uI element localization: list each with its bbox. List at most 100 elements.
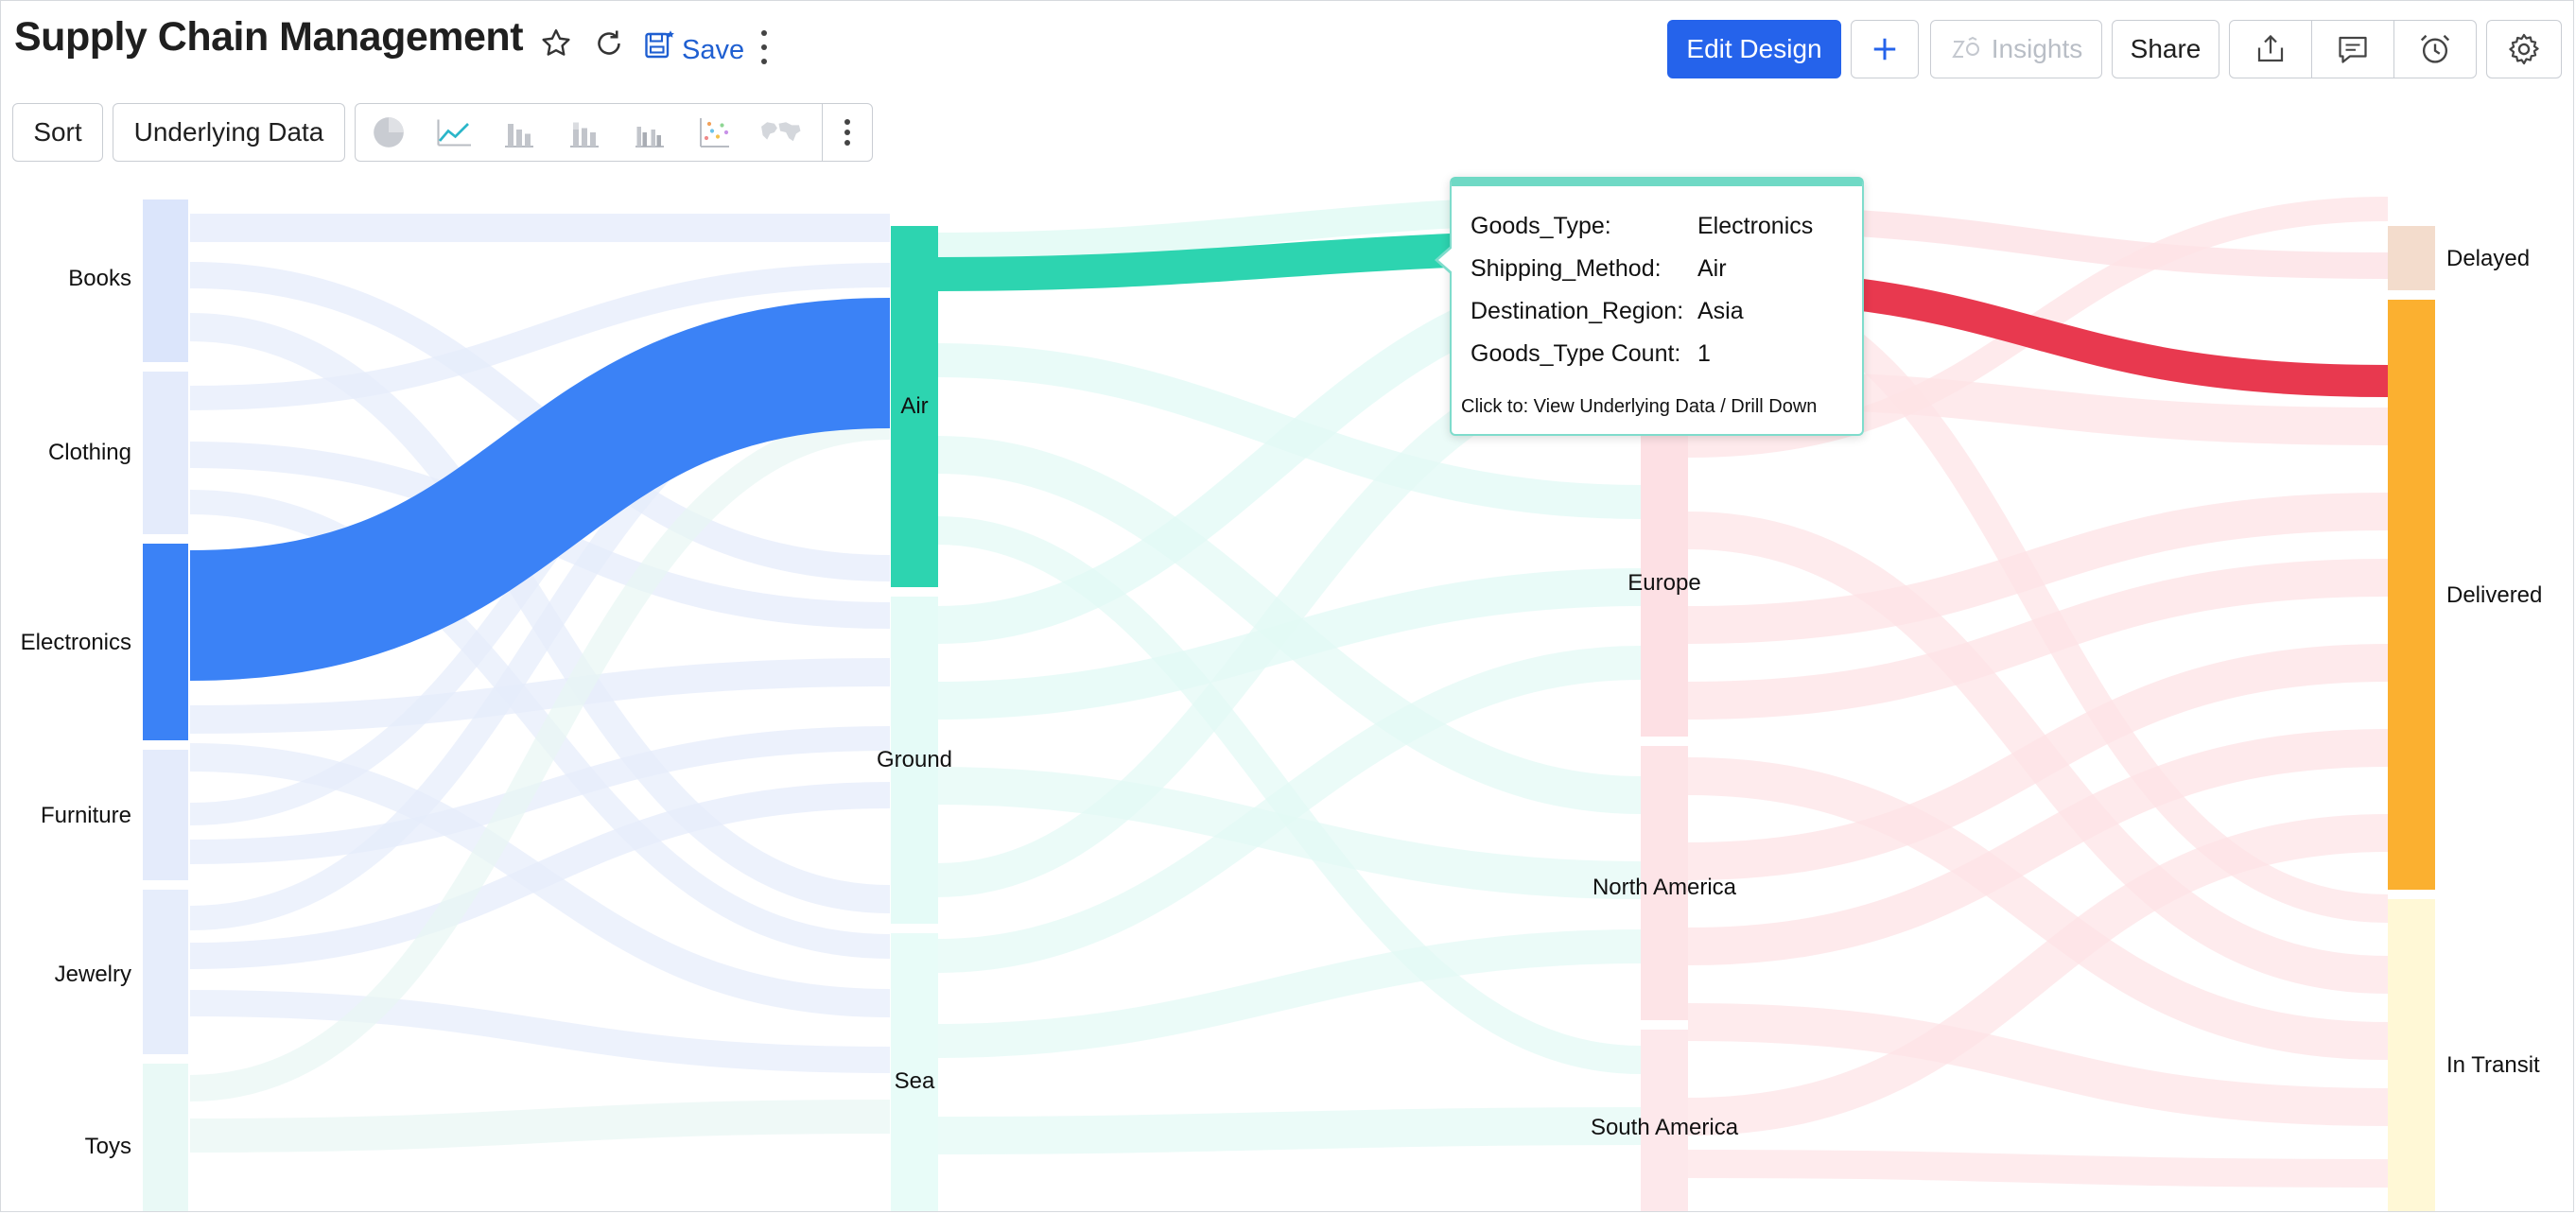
node-jewelry[interactable] <box>143 890 188 1054</box>
node-delivered[interactable] <box>2388 300 2435 890</box>
sankey-link[interactable] <box>936 929 1642 1058</box>
sankey-link[interactable] <box>1687 729 2389 965</box>
header-action-group <box>2229 20 2477 78</box>
sankey-link[interactable] <box>1687 644 2389 880</box>
node-clothing[interactable] <box>143 372 188 534</box>
export-icon[interactable] <box>2230 21 2312 78</box>
sankey-link[interactable] <box>189 990 891 1073</box>
settings-button[interactable] <box>2486 20 2562 78</box>
bar-chart-icon[interactable] <box>486 104 551 161</box>
sankey-link[interactable] <box>1687 757 2389 1060</box>
label-clothing: Clothing <box>48 440 131 465</box>
save-icon <box>645 30 674 59</box>
tooltip-key: Goods_Type: <box>1471 213 1611 239</box>
tooltip-value: Air <box>1697 255 1727 282</box>
tooltip-row: Destination_Region: Asia <box>1471 298 1744 330</box>
sankey-chart: Books Clothing Electronics Furniture Jew… <box>21 195 2543 1211</box>
share-label: Share <box>2130 34 2202 63</box>
sort-button[interactable]: Sort <box>12 103 103 162</box>
sankey-link[interactable] <box>936 767 1642 899</box>
edit-design-label: Edit Design <box>1686 34 1822 63</box>
insights-button[interactable]: Insights <box>1930 20 2102 78</box>
node-in-transit[interactable] <box>2388 899 2435 1211</box>
label-jewelry: Jewelry <box>55 962 131 987</box>
label-south-america: South America <box>1591 1115 1739 1140</box>
chart-tooltip: Goods_Type: Electronics Shipping_Method:… <box>1435 177 1864 436</box>
sankey-link[interactable] <box>936 1107 1642 1154</box>
comment-icon[interactable] <box>2312 21 2394 78</box>
scatter-chart-icon[interactable] <box>682 104 747 161</box>
map-chart-icon[interactable] <box>747 104 812 161</box>
label-europe: Europe <box>1627 570 1700 596</box>
tooltip-value: Electronics <box>1697 213 1814 239</box>
highlight-link-electronics-air[interactable] <box>189 298 891 681</box>
more-options-icon[interactable] <box>753 26 775 69</box>
node-air[interactable] <box>891 226 938 587</box>
page-title: Supply Chain Management <box>14 14 524 60</box>
insights-label: Insights <box>1991 34 2083 63</box>
pie-chart-icon[interactable] <box>356 104 421 161</box>
sankey-link[interactable] <box>1687 1150 2389 1188</box>
insights-icon <box>1951 36 1979 58</box>
sankey-link[interactable] <box>1687 1003 2389 1126</box>
sankey-node-labels: Books Clothing Electronics Furniture Jew… <box>21 246 2543 1159</box>
edit-design-button[interactable]: Edit Design <box>1667 20 1841 78</box>
grouped-bar-chart-icon[interactable] <box>617 104 682 161</box>
sankey-link[interactable] <box>189 658 891 734</box>
sankey-link[interactable] <box>189 782 891 969</box>
add-button[interactable] <box>1851 20 1919 78</box>
star-icon[interactable] <box>534 22 578 65</box>
label-sea: Sea <box>895 1068 935 1094</box>
underlying-data-label: Underlying Data <box>133 117 324 147</box>
tooltip-value: Asia <box>1697 298 1744 324</box>
alarm-icon[interactable] <box>2394 21 2476 78</box>
label-electronics: Electronics <box>21 630 131 655</box>
chart-type-switcher <box>355 103 873 162</box>
sankey-nodes <box>143 199 2435 1211</box>
sankey-links <box>189 195 2389 1188</box>
label-in-transit: In Transit <box>2446 1052 2540 1078</box>
line-chart-icon[interactable] <box>421 104 486 161</box>
tooltip-row: Goods_Type: Electronics <box>1471 213 1813 245</box>
sankey-link[interactable] <box>1687 493 2389 644</box>
sankey-link[interactable] <box>189 313 891 913</box>
node-delayed[interactable] <box>2388 226 2435 290</box>
tooltip-row: Shipping_Method: Air <box>1471 255 1727 287</box>
label-north-america: North America <box>1593 875 1737 900</box>
node-north-america[interactable] <box>1641 746 1688 1020</box>
node-europe[interactable] <box>1641 428 1688 737</box>
sankey-link[interactable] <box>189 413 891 1101</box>
node-toys[interactable] <box>143 1064 188 1211</box>
sankey-link[interactable] <box>936 646 1642 973</box>
sankey-link[interactable] <box>189 490 891 959</box>
sankey-link[interactable] <box>1687 814 2389 1136</box>
share-button[interactable]: Share <box>2112 20 2219 78</box>
node-ground[interactable] <box>891 597 938 924</box>
underlying-data-button[interactable]: Underlying Data <box>113 103 345 162</box>
stacked-bar-chart-icon[interactable] <box>551 104 617 161</box>
tooltip-key: Destination_Region: <box>1471 298 1684 324</box>
plus-icon <box>1873 38 1896 61</box>
sankey-link[interactable] <box>189 726 891 864</box>
node-south-america[interactable] <box>1641 1030 1688 1211</box>
save-button[interactable]: Save <box>642 22 744 69</box>
label-furniture: Furniture <box>41 803 131 828</box>
label-books: Books <box>68 266 131 291</box>
sort-label: Sort <box>33 117 82 147</box>
node-furniture[interactable] <box>143 750 188 880</box>
label-delivered: Delivered <box>2446 582 2542 608</box>
chart-more-options-icon[interactable] <box>822 104 872 161</box>
sankey-link[interactable] <box>189 1100 891 1153</box>
node-electronics[interactable] <box>143 544 188 740</box>
node-sea[interactable] <box>891 933 938 1211</box>
node-books[interactable] <box>143 199 188 362</box>
label-toys: Toys <box>85 1134 131 1159</box>
refresh-icon[interactable] <box>587 22 631 65</box>
tooltip-footer[interactable]: Click to: View Underlying Data / Drill D… <box>1461 396 1818 417</box>
sankey-link[interactable] <box>189 263 891 410</box>
sankey-link[interactable] <box>1687 559 2389 720</box>
save-label: Save <box>682 34 745 65</box>
gear-icon <box>2509 33 2539 65</box>
tooltip-value: 1 <box>1697 340 1711 367</box>
